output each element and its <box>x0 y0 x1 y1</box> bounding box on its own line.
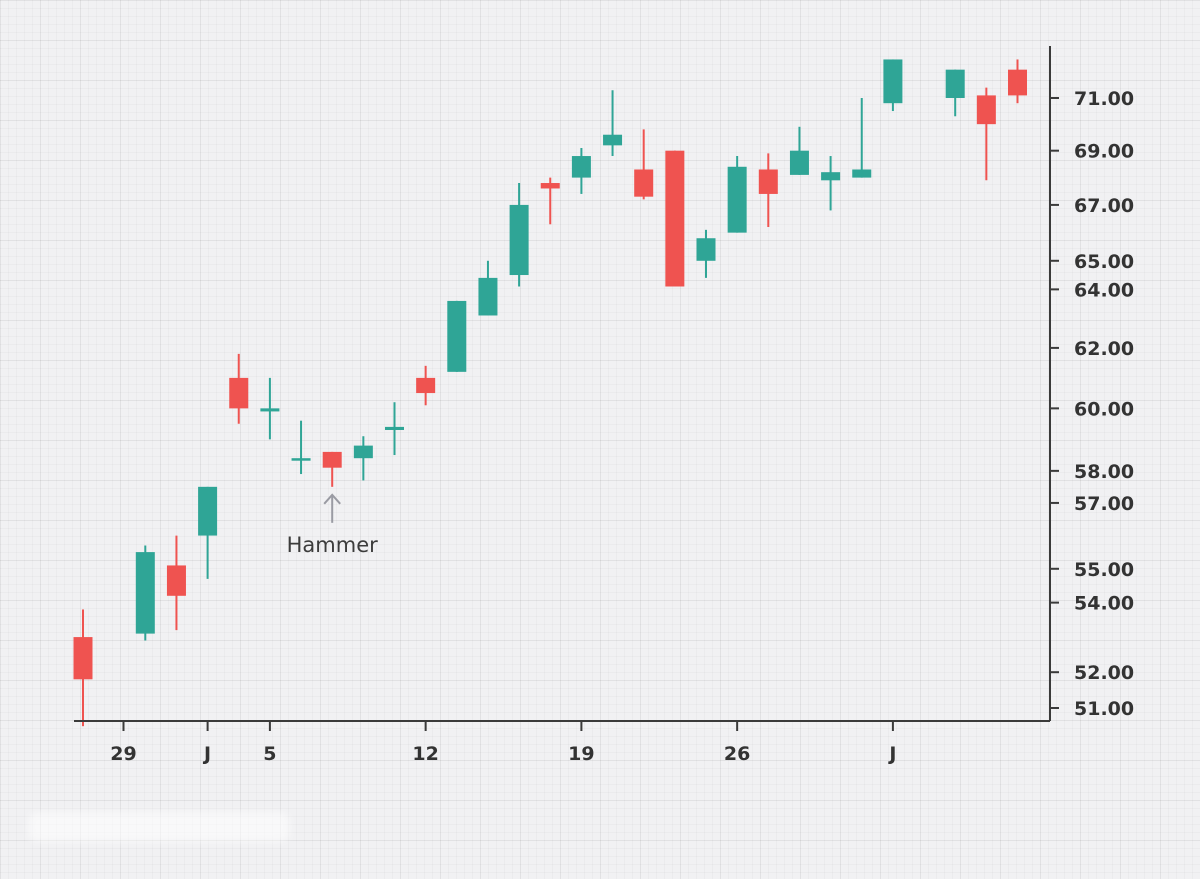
candle-body <box>166 565 186 596</box>
annotations-layer: Hammer <box>287 493 378 557</box>
candle-body <box>727 166 747 233</box>
y-tick-label: 69.00 <box>1074 141 1134 163</box>
candle-body <box>758 169 778 194</box>
candle <box>1008 59 1027 104</box>
candle <box>260 377 280 440</box>
y-tick-label: 64.00 <box>1074 279 1134 301</box>
candle-body <box>883 59 903 104</box>
candle-body <box>416 377 436 394</box>
candle <box>322 451 342 487</box>
x-tick-label: 5 <box>263 743 276 765</box>
annotation-hammer: Hammer <box>287 493 378 557</box>
y-tick-label: 65.00 <box>1074 251 1134 273</box>
candle-body <box>198 486 218 536</box>
blurred-watermark <box>28 812 290 842</box>
candle <box>727 156 747 233</box>
y-tick-label: 58.00 <box>1074 461 1134 483</box>
y-tick-label: 62.00 <box>1074 338 1134 360</box>
candles-layer <box>73 59 1027 727</box>
annotation-arrow-head <box>323 493 341 505</box>
y-tick-label: 55.00 <box>1074 559 1134 581</box>
y-tick-label: 71.00 <box>1074 88 1134 110</box>
candle <box>603 90 623 157</box>
x-tick-label: 19 <box>568 743 594 765</box>
candle-body <box>447 300 467 372</box>
candle <box>416 365 436 406</box>
candle-body <box>1008 69 1027 96</box>
candle <box>478 260 498 316</box>
y-tick-label: 51.00 <box>1074 698 1134 720</box>
y-tick-label: 52.00 <box>1074 662 1134 684</box>
candle <box>696 229 716 278</box>
annotation-label: Hammer <box>287 533 378 557</box>
candle-body <box>821 172 841 181</box>
candle-body <box>385 426 404 430</box>
candle <box>883 59 903 112</box>
candle <box>509 183 529 287</box>
candle <box>73 609 93 727</box>
candle-body <box>135 552 155 634</box>
candle <box>571 148 591 194</box>
candle <box>852 98 872 178</box>
candle <box>758 153 778 228</box>
x-tick-label: J <box>202 743 211 765</box>
candle-body <box>789 150 809 175</box>
candle <box>976 87 996 181</box>
candle-body <box>634 169 654 197</box>
x-tick-label: 12 <box>412 743 438 765</box>
candle-body <box>696 238 716 261</box>
y-tick-label: 57.00 <box>1074 493 1134 515</box>
candle-body <box>540 183 560 189</box>
x-tick-label: J <box>887 743 896 765</box>
candle <box>385 402 404 456</box>
y-tick-label: 67.00 <box>1074 195 1134 217</box>
candle-body <box>603 134 623 146</box>
candle <box>229 353 249 424</box>
candle-body <box>976 95 996 125</box>
candle-body <box>260 408 280 412</box>
candle-body <box>509 204 529 276</box>
candle <box>135 545 155 641</box>
candle <box>291 420 311 475</box>
candle-body <box>852 169 872 178</box>
candle <box>166 535 186 631</box>
candle-body <box>291 458 311 461</box>
y-tick-label: 54.00 <box>1074 593 1134 615</box>
candle <box>540 177 560 225</box>
candle <box>447 300 467 372</box>
candle-body <box>353 445 373 459</box>
candle-body <box>478 277 498 316</box>
candle-body <box>73 637 93 680</box>
y-tick-label: 60.00 <box>1074 398 1134 420</box>
x-tick-label: 29 <box>110 743 136 765</box>
candle-body <box>571 156 591 178</box>
candle <box>634 129 654 200</box>
candle <box>789 126 809 175</box>
axes-layer: 51.00 52.00 54.00 55.00 57.00 58.00 60.00 62.00… <box>74 46 1134 765</box>
candle-body <box>665 150 685 287</box>
candle <box>665 150 685 287</box>
candle <box>198 486 218 579</box>
candle <box>821 156 841 211</box>
candle-body <box>322 451 342 468</box>
candle <box>353 436 373 481</box>
candle-body <box>229 377 249 409</box>
x-tick-label: 26 <box>724 743 750 765</box>
candle-body <box>945 69 965 98</box>
candle <box>945 69 965 117</box>
